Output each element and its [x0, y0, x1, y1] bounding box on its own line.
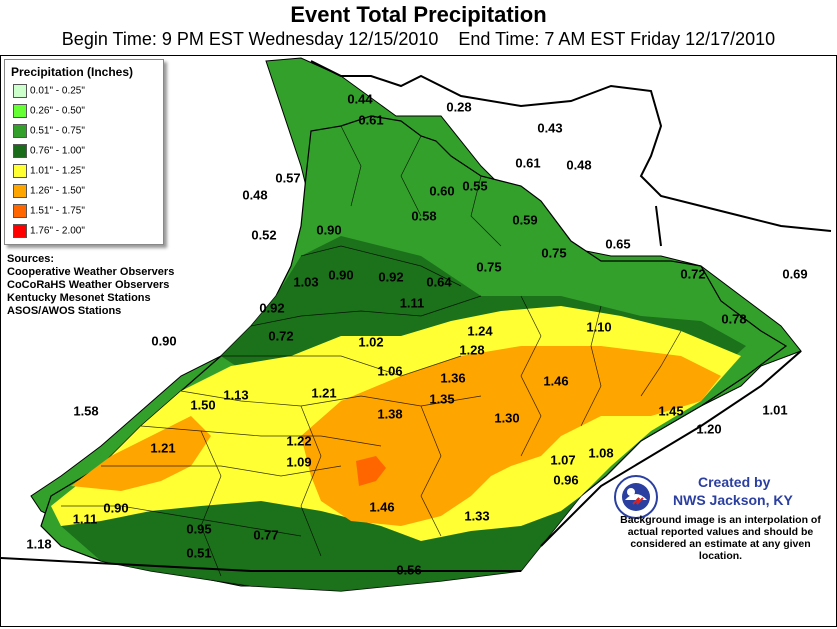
credit-office: NWS Jackson, KY — [673, 492, 793, 508]
station-value: 1.21 — [311, 385, 337, 401]
station-value: 0.65 — [605, 236, 631, 252]
credit-title: Created by — [698, 474, 771, 490]
station-value: 1.46 — [369, 499, 395, 515]
station-value: 1.09 — [286, 454, 312, 470]
map-title: Event Total Precipitation — [290, 2, 547, 27]
station-value: 0.58 — [411, 208, 437, 224]
station-value: 1.35 — [429, 391, 455, 407]
station-value: 0.51 — [186, 545, 212, 561]
station-value: 0.92 — [259, 300, 285, 316]
station-value: 0.60 — [429, 183, 455, 199]
station-value: 0.69 — [782, 266, 808, 282]
legend-item: 0.51" - 0.75" — [13, 124, 85, 138]
station-value: 1.01 — [762, 402, 788, 418]
legend-item: 1.51" - 1.75" — [13, 204, 85, 218]
station-value: 0.61 — [358, 112, 384, 128]
station-value: 0.92 — [378, 269, 404, 285]
station-value: 1.10 — [586, 319, 612, 335]
station-value: 0.56 — [396, 562, 422, 578]
station-value: 0.48 — [242, 187, 268, 203]
station-value: 1.06 — [377, 363, 403, 379]
legend-swatch — [13, 84, 27, 98]
station-value: 1.58 — [73, 403, 99, 419]
sources-heading: Sources: — [7, 253, 55, 265]
sources-list: Sources: Cooperative Weather Observers C… — [7, 253, 174, 318]
legend-item: 1.01" - 1.25" — [13, 164, 85, 178]
station-value: 0.90 — [103, 500, 129, 516]
station-value: 0.75 — [541, 245, 567, 261]
station-value: 0.43 — [537, 120, 563, 136]
station-value: 0.61 — [515, 155, 541, 171]
source-item: Kentucky Mesonet Stations — [7, 292, 151, 304]
station-value: 0.72 — [268, 328, 294, 344]
legend-swatch — [13, 164, 27, 178]
station-value: 0.55 — [462, 178, 488, 194]
legend-item: 0.01" - 0.25" — [13, 84, 85, 98]
station-value: 0.75 — [476, 259, 502, 275]
station-value: 1.30 — [494, 410, 520, 426]
nws-logo-icon — [614, 475, 658, 519]
station-value: 1.50 — [190, 397, 216, 413]
station-value: 0.52 — [251, 227, 277, 243]
station-value: 1.36 — [440, 370, 466, 386]
station-value: 0.78 — [721, 311, 747, 327]
station-value: 0.59 — [512, 212, 538, 228]
source-item: ASOS/AWOS Stations — [7, 305, 122, 317]
credit-note: Background image is an interpolation of … — [620, 514, 821, 562]
station-value: 1.33 — [464, 508, 490, 524]
station-value: 0.57 — [275, 170, 301, 186]
map-subtitle: Begin Time: 9 PM EST Wednesday 12/15/201… — [61, 29, 776, 49]
legend-item: 0.26" - 0.50" — [13, 104, 85, 118]
station-value: 1.07 — [550, 452, 576, 468]
station-value: 0.48 — [566, 157, 592, 173]
legend-swatch — [13, 144, 27, 158]
legend-swatch — [13, 224, 27, 238]
legend-item: 1.76" - 2.00" — [13, 224, 85, 238]
station-value: 0.44 — [347, 91, 373, 107]
legend-swatch — [13, 204, 27, 218]
station-value: 1.08 — [588, 445, 614, 461]
legend-item: 0.76" - 1.00" — [13, 144, 85, 158]
station-value: 1.46 — [543, 373, 569, 389]
station-value: 1.24 — [467, 323, 493, 339]
station-value: 1.13 — [223, 387, 249, 403]
station-value: 1.21 — [150, 440, 176, 456]
legend: Precipitation (Inches) 0.01" - 0.25" 0.2… — [4, 59, 164, 245]
station-value: 1.03 — [293, 274, 319, 290]
station-value: 0.28 — [446, 99, 472, 115]
legend-title: Precipitation (Inches) — [11, 65, 134, 79]
map-graphic — [1, 57, 832, 592]
station-value: 0.77 — [253, 527, 279, 543]
station-value: 1.18 — [26, 536, 52, 552]
precipitation-map: Precipitation (Inches) 0.01" - 0.25" 0.2… — [0, 55, 837, 627]
station-value: 0.72 — [680, 266, 706, 282]
station-value: 1.45 — [658, 403, 684, 419]
legend-swatch — [13, 104, 27, 118]
legend-item: 1.26" - 1.50" — [13, 184, 85, 198]
station-value: 1.02 — [358, 334, 384, 350]
station-value: 1.38 — [377, 406, 403, 422]
station-value: 0.96 — [553, 472, 579, 488]
station-value: 1.11 — [399, 295, 425, 311]
station-value: 0.90 — [151, 333, 177, 349]
legend-swatch — [13, 184, 27, 198]
source-item: Cooperative Weather Observers — [7, 266, 175, 278]
station-value: 1.28 — [459, 342, 485, 358]
source-item: CoCoRaHS Weather Observers — [7, 279, 170, 291]
station-value: 0.95 — [186, 521, 212, 537]
station-value: 0.90 — [316, 222, 342, 238]
station-value: 1.22 — [286, 433, 312, 449]
station-value: 1.20 — [696, 421, 722, 437]
station-value: 0.64 — [426, 274, 452, 290]
station-value: 0.90 — [328, 267, 354, 283]
station-value: 1.11 — [72, 511, 98, 527]
legend-swatch — [13, 124, 27, 138]
